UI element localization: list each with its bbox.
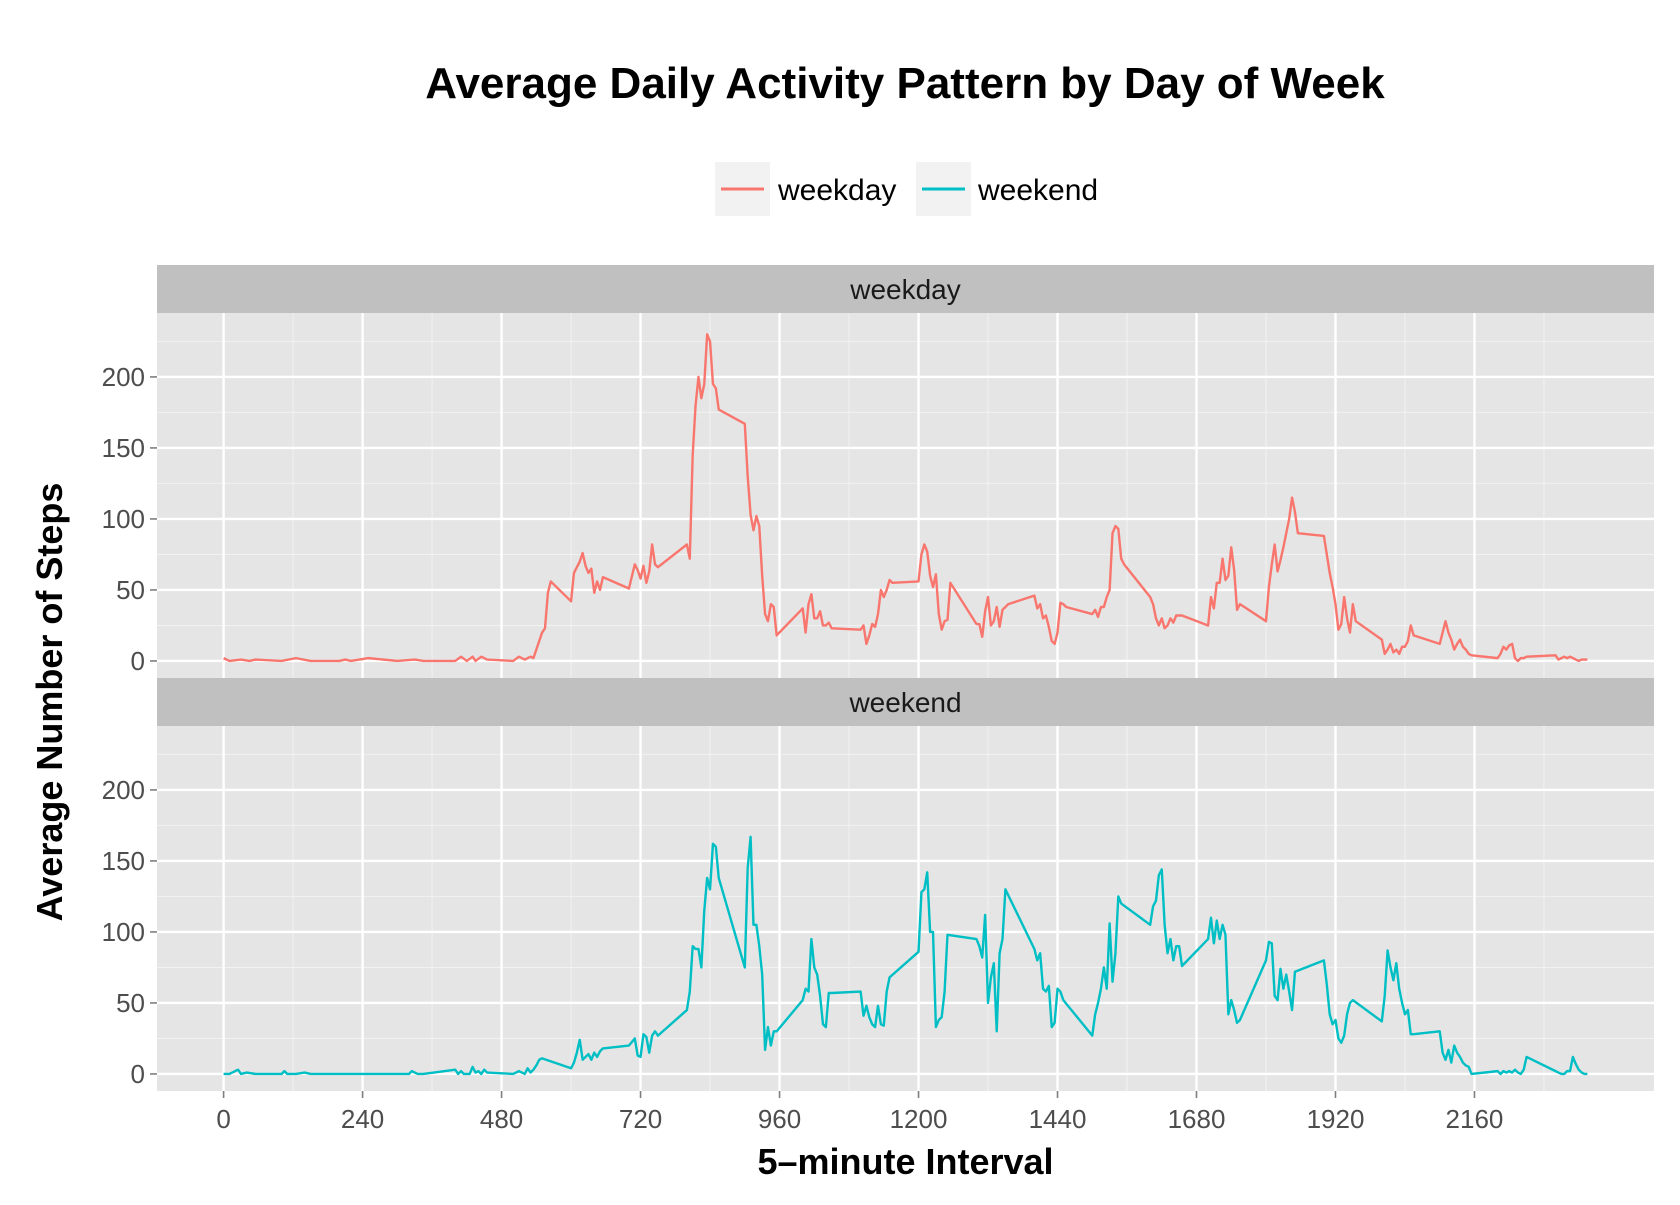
x-axis-title: 5–minute Interval (757, 1141, 1053, 1182)
panel-background-weekend (157, 726, 1654, 1091)
y-tick-label: 50 (116, 988, 145, 1018)
chart-title: Average Daily Activity Pattern by Day of… (425, 59, 1385, 108)
series-line-weekend (223, 835, 1588, 1076)
x-tick-label: 1440 (1029, 1104, 1087, 1134)
x-tick-label: 2160 (1446, 1104, 1504, 1134)
x-tick-label: 240 (341, 1104, 384, 1134)
x-tick-label: 1680 (1168, 1104, 1226, 1134)
x-tick-label: 1920 (1307, 1104, 1365, 1134)
x-tick-label: 480 (480, 1104, 523, 1134)
y-tick-label: 200 (102, 775, 145, 805)
strip-weekday (157, 265, 1654, 313)
x-tick-label: 720 (619, 1104, 662, 1134)
legend-label-weekday: weekday (777, 174, 896, 207)
strip-label-weekday: weekday (849, 274, 961, 305)
y-tick-label: 200 (102, 362, 145, 392)
x-tick-label: 1200 (890, 1104, 948, 1134)
legend-item-weekend: weekend (916, 162, 1098, 216)
panel-weekend: weekend (157, 678, 1654, 1091)
y-tick-label: 100 (102, 504, 145, 534)
y-tick-label: 0 (131, 1059, 145, 1089)
y-tick-label: 50 (116, 575, 145, 605)
legend-label-weekend: weekend (977, 174, 1098, 207)
x-tick-label: 960 (758, 1104, 801, 1134)
y-tick-label: 0 (131, 646, 145, 676)
y-axis-title: Average Number of Steps (29, 483, 70, 922)
series-line-weekday (223, 333, 1588, 663)
x-tick-label: 0 (216, 1104, 230, 1134)
y-tick-label: 150 (102, 433, 145, 463)
legend-item-weekday: weekday (715, 162, 896, 216)
strip-label-weekend: weekend (848, 687, 961, 718)
panel-weekday: weekday (157, 265, 1654, 678)
strip-weekend (157, 678, 1654, 726)
panel-background-weekday (157, 313, 1654, 678)
y-tick-label: 100 (102, 917, 145, 947)
y-tick-label: 150 (102, 846, 145, 876)
